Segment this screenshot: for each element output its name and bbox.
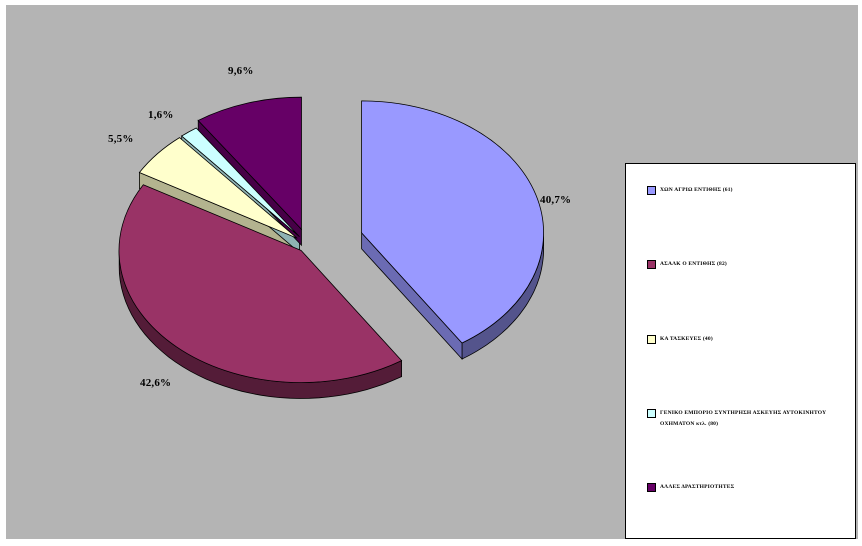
legend-item-4: ΑΛΛΕΣ ΔΡΑΣΤΗΡΙΟΤΗΤΕΣ (647, 482, 849, 493)
pie-chart (118, 96, 544, 399)
legend-label-3: ΓΕΝΙΚΟ ΕΜΠΟΡΙΟ ΣΥΝΤΗΡΗΣΗ ΑΣΚΕΥΗΣ ΑΥΤΟΚΙΝ… (660, 410, 827, 427)
slice-label-1: 42,6% (140, 377, 172, 389)
legend-label-4: ΑΛΛΕΣ ΔΡΑΣΤΗΡΙΟΤΗΤΕΣ (660, 484, 735, 490)
slice-label-2: 5,5% (108, 133, 134, 145)
legend-item-3: ΓΕΝΙΚΟ ΕΜΠΟΡΙΟ ΣΥΝΤΗΡΗΣΗ ΑΣΚΕΥΗΣ ΑΥΤΟΚΙΝ… (647, 408, 849, 430)
legend-label-2: ΚΑ ΤΑΣΚΕΥΕΣ (40) (660, 336, 713, 342)
legend-item-0: ΧΩΝ ΑΓΡΙΩ ΕΝΤΙΘΗΣ (61) (647, 185, 849, 196)
pie-slice-0 (361, 100, 544, 344)
legend-swatch-3 (647, 409, 656, 418)
pie-slice-2 (138, 137, 298, 239)
legend-label-0: ΧΩΝ ΑΓΡΙΩ ΕΝΤΙΘΗΣ (61) (660, 187, 733, 193)
legend: ΧΩΝ ΑΓΡΙΩ ΕΝΤΙΘΗΣ (61) ΑΣΑΛΚ Ο ΕΝΤΙΘΗΣ (… (625, 163, 856, 539)
pie-slice-1 (118, 184, 403, 383)
legend-swatch-0 (647, 186, 656, 195)
slice-label-0: 40,7% (540, 194, 572, 206)
legend-swatch-1 (647, 260, 656, 269)
legend-swatch-4 (647, 483, 656, 492)
pie-slice-3 (181, 127, 300, 237)
pie-slice-4 (197, 96, 302, 231)
slice-label-4: 9,6% (228, 65, 254, 77)
legend-item-1: ΑΣΑΛΚ Ο ΕΝΤΙΘΗΣ (82) (647, 259, 849, 270)
legend-swatch-2 (647, 335, 656, 344)
slice-label-3: 1,6% (148, 109, 174, 121)
legend-label-1: ΑΣΑΛΚ Ο ΕΝΤΙΘΗΣ (82) (660, 261, 727, 267)
legend-item-2: ΚΑ ΤΑΣΚΕΥΕΣ (40) (647, 334, 849, 345)
